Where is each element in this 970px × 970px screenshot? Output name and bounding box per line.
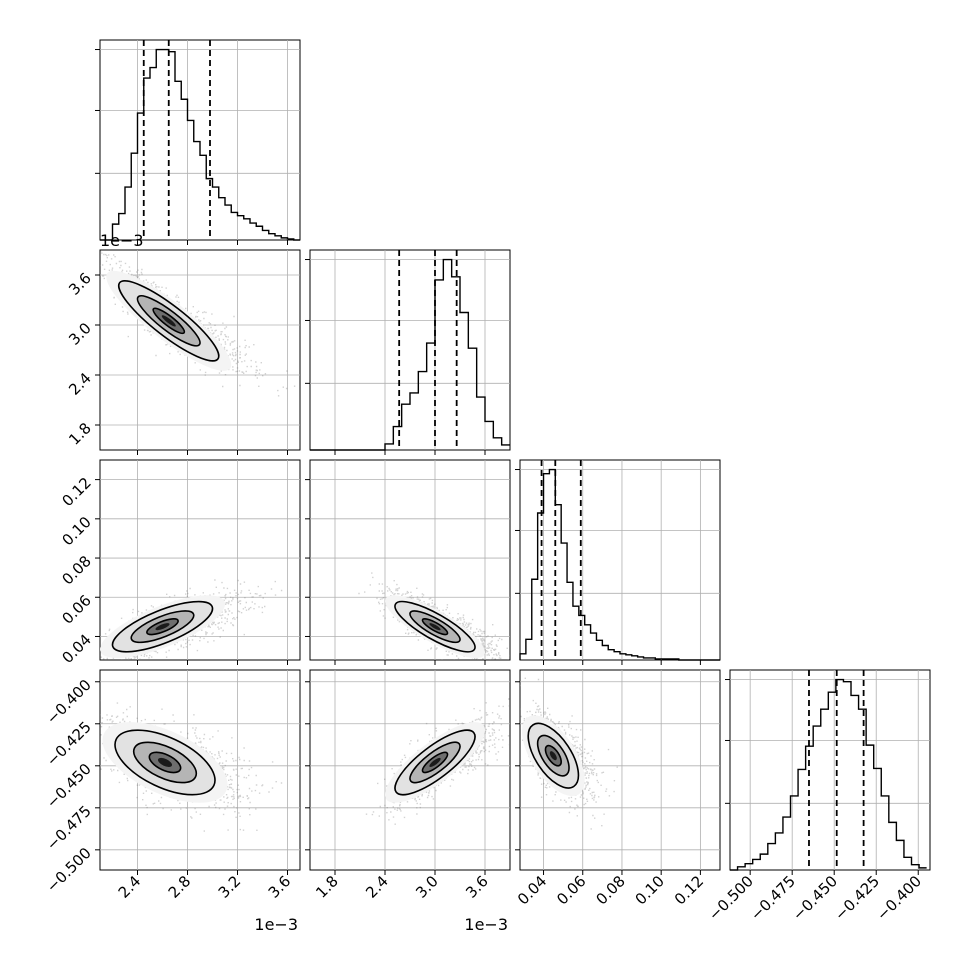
x-tick-label: −0.500 bbox=[705, 872, 757, 924]
contour-line bbox=[409, 610, 461, 644]
y-tick-label: 0.06 bbox=[58, 591, 94, 627]
scatter-panel-1-0: 1.8 2.4 3.0 3.6 bbox=[65, 249, 301, 455]
contour-line bbox=[146, 618, 179, 636]
y-tick-label: −0.400 bbox=[43, 676, 95, 728]
density-band bbox=[161, 315, 176, 327]
scatter-panel-3-2: 0.04 0.06 0.08 0.10 0.12 bbox=[514, 669, 721, 908]
contour-line bbox=[536, 734, 570, 777]
contour-line bbox=[132, 741, 198, 784]
y-tick-label: −0.450 bbox=[43, 760, 95, 812]
x-tick-label: 1.8 bbox=[312, 872, 342, 902]
contour-line bbox=[409, 741, 461, 784]
contour-line bbox=[544, 744, 562, 767]
contour-line bbox=[130, 610, 195, 644]
x-tick-label: 0.12 bbox=[671, 872, 707, 908]
y-tick-label: −0.425 bbox=[43, 718, 95, 770]
x-tick-label: −0.450 bbox=[789, 872, 841, 924]
panel-frame bbox=[519, 669, 721, 871]
x-tick-label: 0.06 bbox=[553, 872, 589, 908]
contour-line bbox=[152, 307, 186, 335]
panel-frame bbox=[99, 669, 301, 871]
x-offset-label-0: 1e−3 bbox=[254, 915, 298, 934]
hist-3-frame bbox=[729, 669, 931, 871]
density-band bbox=[549, 751, 557, 761]
scatter-panel-3-0: 2.4 2.8 3.2 3.6 −0.500−0.475−0.450−0.425−0.4… bbox=[43, 669, 301, 902]
hist-step-1 bbox=[310, 258, 510, 451]
x-tick-label: 2.8 bbox=[165, 872, 195, 902]
panel-frame bbox=[99, 249, 301, 451]
y-tick-label: −0.500 bbox=[43, 844, 95, 896]
panel-frame bbox=[99, 459, 301, 661]
panel-content bbox=[365, 698, 510, 825]
contour-line bbox=[394, 600, 476, 653]
contour-line bbox=[136, 295, 201, 347]
contour-line bbox=[117, 280, 220, 362]
x-tick-label: −0.475 bbox=[747, 872, 799, 924]
y-tick-label: 1.8 bbox=[65, 419, 95, 449]
contour-line bbox=[421, 618, 449, 636]
density-band bbox=[429, 623, 441, 631]
panel-content bbox=[100, 700, 283, 832]
hist-panel-3: −0.500−0.475−0.450−0.425−0.400 bbox=[705, 669, 931, 924]
x-tick-label: 0.08 bbox=[592, 872, 628, 908]
panel-content bbox=[100, 250, 296, 397]
x-tick-label: 3.2 bbox=[215, 872, 245, 902]
panel-content bbox=[100, 579, 283, 660]
hist-step-3 bbox=[730, 678, 927, 871]
x-tick-label: 3.6 bbox=[265, 872, 295, 902]
x-tick-label: −0.400 bbox=[873, 872, 925, 924]
density-band bbox=[157, 757, 173, 767]
x-offset-label-1: 1e−3 bbox=[464, 915, 508, 934]
y-tick-label: 0.12 bbox=[58, 474, 94, 510]
panel-frame bbox=[309, 669, 511, 871]
x-tick-label: 0.10 bbox=[632, 872, 668, 908]
y-offset-label-1: 1e−3 bbox=[100, 231, 144, 250]
density-band bbox=[429, 757, 441, 767]
panel-content bbox=[520, 677, 618, 830]
hist-panel-0 bbox=[95, 39, 301, 245]
y-tick-label: 3.0 bbox=[65, 319, 95, 349]
y-tick-label: 3.6 bbox=[65, 269, 95, 299]
scatter-panel-3-1: 1.8 2.4 3.0 3.6 bbox=[305, 669, 511, 902]
y-tick-label: 0.08 bbox=[58, 552, 94, 588]
contour-line bbox=[421, 751, 449, 774]
y-tick-label: 0.04 bbox=[58, 631, 94, 667]
hist-step-2 bbox=[519, 468, 720, 661]
contour-line bbox=[111, 600, 214, 653]
contour-line bbox=[527, 722, 580, 789]
y-tick-label: 2.4 bbox=[65, 369, 95, 399]
x-tick-label: −0.425 bbox=[831, 872, 883, 924]
panel-frame bbox=[309, 459, 511, 661]
contour-line bbox=[114, 729, 216, 796]
hist-1-frame bbox=[309, 249, 511, 451]
x-tick-label: 0.04 bbox=[514, 872, 550, 908]
y-tick-label: 0.10 bbox=[58, 513, 94, 549]
hist-0-frame bbox=[99, 39, 301, 241]
scatter-panel-2-0: 0.04 0.060.080.100.12 bbox=[58, 459, 301, 667]
contour-line bbox=[394, 729, 476, 796]
y-tick-label: −0.475 bbox=[43, 802, 95, 854]
x-tick-label: 2.4 bbox=[115, 872, 145, 902]
x-tick-label: 3.0 bbox=[412, 872, 442, 902]
panel-content bbox=[358, 572, 510, 660]
hist-2-frame bbox=[519, 459, 721, 661]
density-band bbox=[155, 623, 170, 631]
hist-panel-1 bbox=[305, 249, 511, 455]
contour-line bbox=[148, 751, 182, 774]
hist-step-0 bbox=[100, 48, 300, 241]
hist-panel-2 bbox=[515, 459, 721, 665]
x-tick-label: 3.6 bbox=[462, 872, 492, 902]
x-tick-label: 2.4 bbox=[362, 872, 392, 902]
scatter-panel-2-1 bbox=[305, 459, 511, 665]
